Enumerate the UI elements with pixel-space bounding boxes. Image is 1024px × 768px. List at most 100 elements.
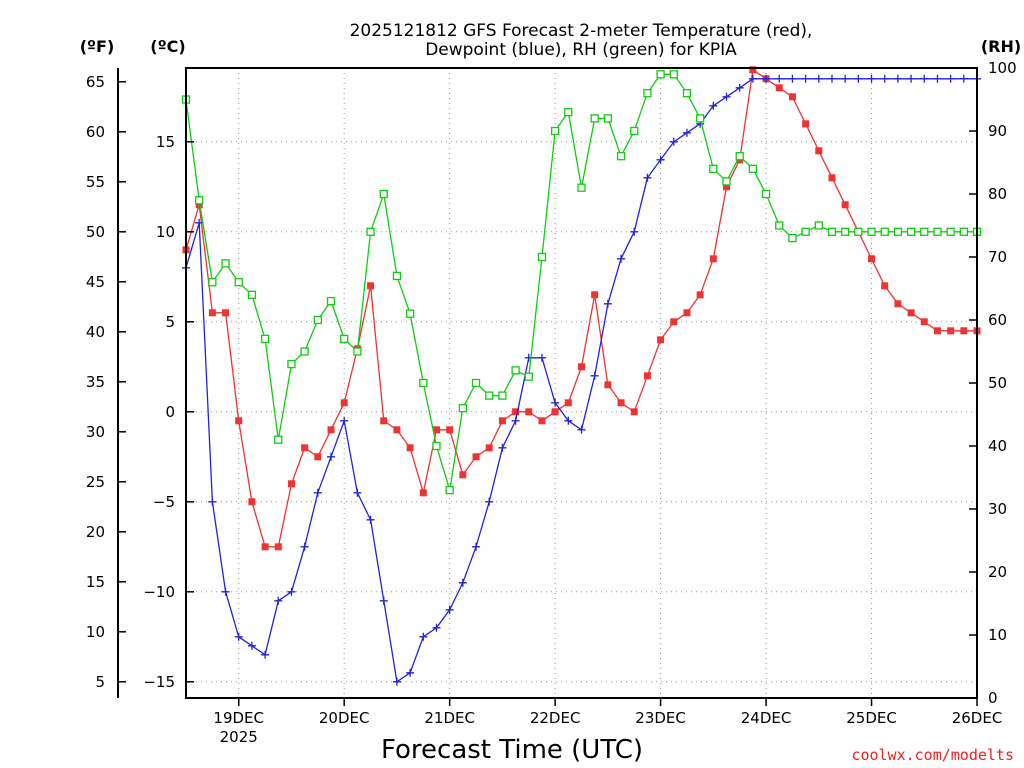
dewpoint-point [340,416,349,425]
dewpoint-point [327,452,336,461]
dewpoint-point [907,74,916,83]
rh-point [630,126,639,136]
temperature-point [815,147,823,155]
rh-point [511,366,520,375]
celsius-tick-label: 0 [165,403,175,421]
temperature-point [459,471,467,479]
temperature-point [432,426,440,434]
rh-point [366,227,375,236]
dewpoint-series [182,74,981,686]
rh-point [946,227,955,236]
rh-point [682,89,692,98]
rh-point [208,278,217,287]
rh-point [933,227,942,236]
rh-point [485,391,494,400]
rh-tick-label: 100 [988,59,1017,77]
fahrenheit-tick-label: 5 [95,673,105,691]
rh-point [827,227,837,236]
dewpoint-point [498,443,507,452]
rh-point [274,435,283,444]
dewpoint-point [959,74,968,83]
rh-point [722,177,731,186]
x-tick-label: 19DEC [213,709,264,727]
dewpoint-point [208,497,217,506]
dewpoint-point [775,74,784,83]
x-tick-label: 21DEC [424,709,475,727]
temperature-point [841,201,849,209]
rh-point [603,114,613,123]
fahrenheit-tick-label: 15 [86,573,105,591]
rh-point [801,227,810,236]
celsius-tick-label: 5 [165,313,175,331]
dewpoint-point [920,74,929,83]
temperature-point [920,318,928,326]
temperature-point [749,66,757,74]
rh-point [260,334,270,344]
rh-point [234,278,243,287]
dewpoint-point [762,74,771,83]
dewpoint-point [933,74,942,83]
rh-tick-label: 10 [988,626,1007,644]
fahrenheit-tick-label: 65 [86,73,105,91]
rh-point [313,315,322,325]
rh-point [854,227,863,236]
temperature-point [604,381,612,389]
temperature-point [643,372,651,380]
rh-point [353,347,362,356]
rh-point [643,89,652,98]
temperature-point [485,444,493,452]
temperature-point [933,327,941,335]
dewpoint-point [287,587,296,596]
x-tick-label: 26DEC [952,709,1003,727]
dewpoint-point [827,74,836,83]
rh-point [498,391,507,400]
x-axis-title: Forecast Time (UTC) [381,735,643,765]
rh-point [537,252,547,262]
temperature-point [802,120,810,128]
rh-point [379,189,388,199]
dewpoint-point [247,641,256,650]
dewpoint-point [709,101,718,110]
x-tick-label: 23DEC [635,709,686,727]
rh-point [326,296,336,306]
fahrenheit-tick-label: 45 [86,273,105,291]
chart-title-line2: Dewpoint (blue), RH (green) for KPIA [425,40,737,60]
rh-point [405,309,415,318]
rh-series [181,70,982,495]
grid-lines [186,68,977,698]
dewpoint-point [788,74,797,83]
fahrenheit-tick-label: 30 [86,423,105,441]
dewpoint-point [472,542,481,551]
rh-point [748,164,758,173]
temperature-point [261,543,269,551]
temperature-point [472,453,480,461]
temperature-point [498,417,506,425]
dewpoint-point [261,650,270,659]
dewpoint-point [300,542,309,551]
dewpoint-point [841,74,850,83]
rh-point [696,114,705,123]
rh-tick-label: 20 [988,563,1007,581]
celsius-tick-label: −5 [153,493,175,511]
dewpoint-point [946,74,955,83]
rh-tick-label: 90 [988,122,1007,140]
temperature-point [538,417,546,425]
dewpoint-point [735,83,744,92]
rh-point [524,372,533,381]
temperature-point [195,201,203,209]
rh-point [841,227,850,236]
temperature-point [709,255,717,263]
temperature-point [907,309,915,317]
plot-frame [185,67,978,699]
dewpoint-point [195,218,204,227]
rh-point [880,227,889,236]
rh-point [445,485,454,495]
fahrenheit-tick-label: 60 [86,123,105,141]
x-tick-label: 20DEC [319,709,370,727]
rh-point [419,378,428,388]
dewpoint-point [485,497,494,506]
rh-point [735,152,744,161]
rh-point [590,114,599,123]
dewpoint-point [511,416,520,425]
rh-point [247,290,257,299]
